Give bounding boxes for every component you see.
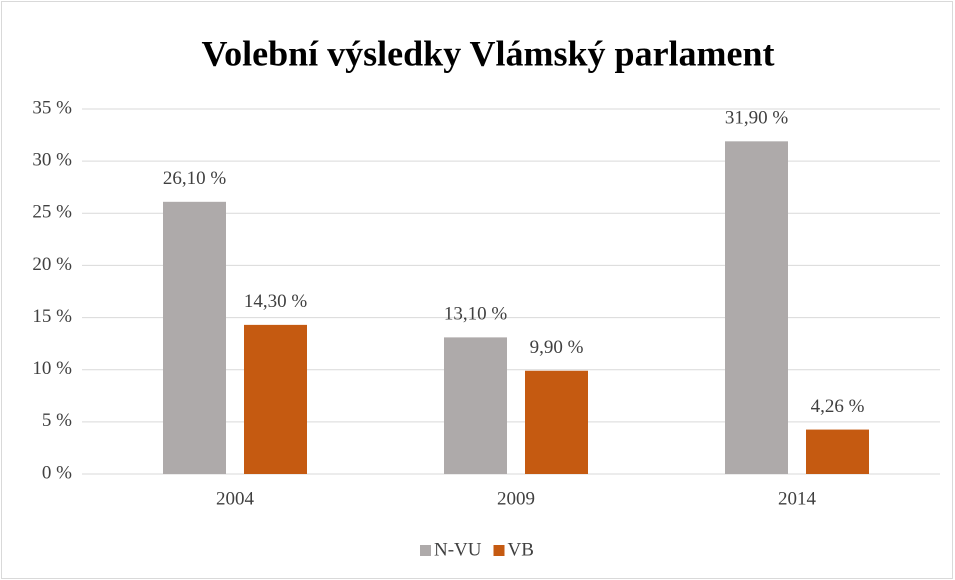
- x-tick-label: 2014: [778, 488, 817, 509]
- y-tick-label: 30 %: [32, 150, 72, 171]
- chart-title: Volební výsledky Vlámský parlament: [201, 33, 774, 73]
- x-tick-label: 2004: [216, 488, 255, 509]
- y-tick-label: 35 %: [32, 97, 72, 118]
- legend-swatch: [420, 545, 431, 556]
- y-tick-label: 0 %: [42, 462, 72, 483]
- bar: [806, 429, 869, 474]
- x-tick-label: 2009: [497, 488, 535, 509]
- y-tick-label: 25 %: [32, 202, 72, 223]
- data-label: 14,30 %: [244, 291, 308, 312]
- bar: [244, 324, 307, 474]
- data-label: 31,90 %: [725, 108, 789, 129]
- bar: [725, 141, 788, 475]
- legend-label: VB: [508, 539, 534, 560]
- bar: [163, 201, 226, 475]
- data-label: 26,10 %: [163, 168, 227, 189]
- y-tick-label: 10 %: [32, 358, 72, 379]
- y-tick-label: 20 %: [32, 254, 72, 275]
- legend-swatch: [493, 545, 505, 556]
- y-tick-label: 15 %: [32, 306, 72, 327]
- legend-label: N-VU: [434, 539, 482, 560]
- bar: [525, 370, 588, 474]
- y-tick-label: 5 %: [42, 410, 72, 431]
- data-label: 9,90 %: [530, 337, 584, 358]
- data-label: 13,10 %: [444, 304, 508, 325]
- bar: [444, 337, 507, 474]
- data-label: 4,26 %: [811, 396, 865, 417]
